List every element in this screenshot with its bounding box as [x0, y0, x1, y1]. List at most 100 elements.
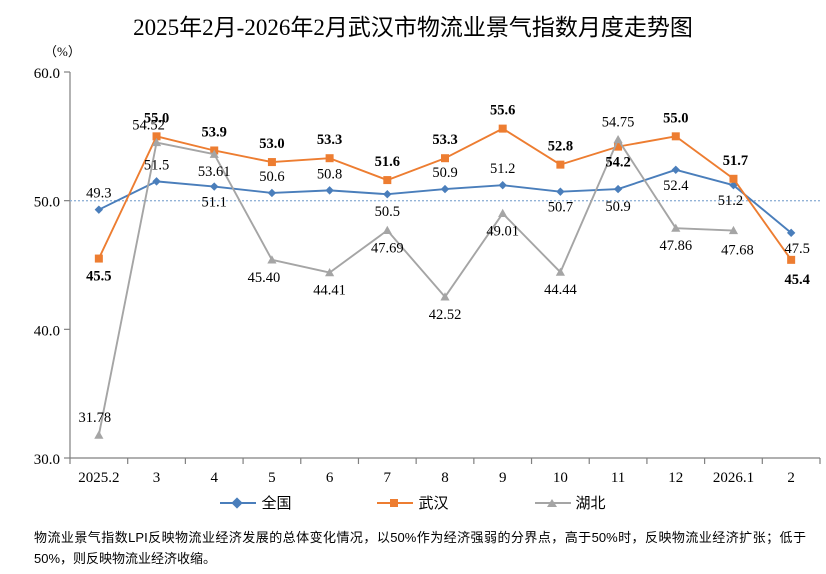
- data-label: 51.2: [490, 161, 515, 177]
- x-axis-tick-labels: 2025.2 3 4 5 6 7 8 9 10 11 12 2026.1 2: [78, 470, 795, 486]
- data-label: 55.6: [490, 103, 515, 119]
- x-axis-tick-label: 9: [499, 470, 507, 486]
- data-label: 51.7: [723, 153, 748, 169]
- data-label: 53.3: [317, 132, 342, 148]
- data-point-triangle-icon: [555, 267, 565, 276]
- data-label: 50.9: [605, 199, 630, 215]
- data-point-diamond-icon: [786, 228, 796, 238]
- data-point-square-icon: [267, 158, 276, 167]
- data-point-square-icon: [94, 254, 103, 263]
- data-point-triangle-icon: [209, 149, 219, 158]
- data-label: 51.5: [144, 157, 169, 173]
- x-axis-tick-label: 6: [326, 470, 334, 486]
- data-label: 54.2: [605, 155, 630, 171]
- x-axis-tick-label: 2: [787, 470, 795, 486]
- data-label: 31.78: [79, 410, 112, 426]
- data-label: 55.0: [663, 110, 688, 126]
- data-label: 47.5: [784, 241, 809, 257]
- data-label: 52.4: [663, 178, 689, 194]
- x-axis-tick-label: 2025.2: [78, 470, 119, 486]
- data-label: 53.61: [198, 164, 231, 180]
- data-point-triangle-icon: [671, 223, 681, 232]
- data-point-triangle-icon: [94, 430, 104, 439]
- data-label: 44.41: [313, 283, 346, 299]
- data-label: 53.0: [259, 136, 284, 152]
- data-point-square-icon: [441, 154, 449, 163]
- chart-title: 2025年2月-2026年2月武汉市物流业景气指数月度走势图: [133, 15, 693, 40]
- data-point-diamond-icon: [671, 165, 680, 174]
- x-axis-tick-label: 4: [210, 470, 218, 486]
- data-point-diamond-icon: [498, 181, 507, 190]
- data-point-diamond-icon: [94, 205, 104, 214]
- data-point-triangle-icon: [440, 292, 450, 301]
- data-point-diamond-icon: [210, 182, 219, 191]
- legend-item-quanguo[interactable]: 全国: [220, 492, 291, 513]
- data-label: 49.01: [486, 223, 519, 239]
- x-axis-tick-label: 5: [268, 470, 276, 486]
- data-label: 55.0: [144, 110, 169, 126]
- legend-label-wuhan: 武汉: [418, 495, 449, 512]
- data-label: 47.69: [371, 240, 404, 256]
- chart-axes: [64, 71, 821, 464]
- data-point-diamond-icon: [325, 186, 334, 195]
- chart-legend: 全国 武汉 湖北: [0, 492, 826, 513]
- x-axis-tick-label: 7: [384, 470, 392, 486]
- data-point-triangle-icon: [613, 134, 623, 144]
- data-label: 51.6: [375, 154, 400, 170]
- data-point-square-icon: [383, 176, 392, 185]
- data-label: 50.5: [375, 204, 400, 220]
- data-label: 51.2: [718, 193, 743, 209]
- data-label: 47.68: [721, 243, 754, 259]
- data-point-diamond-icon: [440, 184, 450, 194]
- data-point-triangle-icon: [382, 225, 392, 234]
- data-label: 47.86: [659, 238, 692, 254]
- x-axis-tick-label: 11: [611, 470, 625, 486]
- x-axis-tick-label: 3: [153, 470, 161, 486]
- data-label: 50.8: [317, 166, 342, 182]
- chart-footnote: 物流业景气指数LPI反映物流业经济发展的总体变化情况，以50%作为经济强弱的分界…: [34, 530, 806, 566]
- data-label: 42.52: [429, 307, 462, 323]
- data-point-diamond-icon: [152, 177, 161, 186]
- x-axis-tick-label: 2026.1: [713, 470, 754, 486]
- data-point-diamond-icon: [556, 187, 565, 196]
- data-point-diamond-icon: [267, 188, 277, 198]
- series-hubei: [94, 134, 739, 439]
- y-axis-tick-label: 50.0: [34, 195, 60, 211]
- chart-series-group: [94, 124, 796, 439]
- data-label: 45.5: [86, 269, 111, 285]
- data-point-square-icon: [614, 142, 623, 151]
- data-label: 45.40: [248, 270, 281, 286]
- data-point-square-icon: [787, 255, 796, 264]
- x-axis-tick-label: 12: [668, 470, 683, 486]
- y-axis-tick-labels: 30.0 40.0 50.0 60.0: [34, 66, 60, 468]
- legend-marker-triangle-icon: [534, 496, 571, 510]
- legend-label-quanguo: 全国: [261, 495, 292, 512]
- x-axis-tick-label: 10: [553, 470, 568, 486]
- series-quanguo: [94, 165, 796, 238]
- data-label: 53.3: [432, 132, 457, 148]
- data-point-triangle-icon: [325, 267, 335, 277]
- data-point-square-icon: [729, 174, 738, 183]
- y-axis-unit-label: （%）: [44, 44, 81, 59]
- legend-item-hubei[interactable]: 湖北: [534, 492, 606, 513]
- legend-marker-square-icon: [377, 496, 414, 510]
- x-axis-tick-label: 8: [441, 470, 449, 486]
- data-point-square-icon: [671, 132, 680, 141]
- data-point-triangle-icon: [267, 255, 277, 264]
- data-point-triangle-icon: [151, 137, 162, 147]
- data-label: 50.9: [432, 165, 457, 181]
- data-point-diamond-icon: [613, 184, 623, 194]
- legend-marker-diamond-icon: [220, 496, 257, 510]
- series-line: [97, 138, 734, 436]
- legend-label-hubei: 湖北: [575, 495, 606, 512]
- y-axis-tick-label: 40.0: [34, 323, 60, 339]
- data-labels-group: 49.3 51.5 51.1 50.6 50.8 50.5 50.9 51.2 50.7 50.9…: [79, 103, 810, 426]
- legend-item-wuhan[interactable]: 武汉: [377, 492, 449, 513]
- data-label: 53.9: [202, 124, 227, 140]
- data-label: 49.3: [86, 186, 111, 202]
- y-axis-tick-label: 60.0: [34, 66, 60, 82]
- data-point-triangle-icon: [498, 208, 508, 218]
- data-label: 54.75: [602, 115, 635, 131]
